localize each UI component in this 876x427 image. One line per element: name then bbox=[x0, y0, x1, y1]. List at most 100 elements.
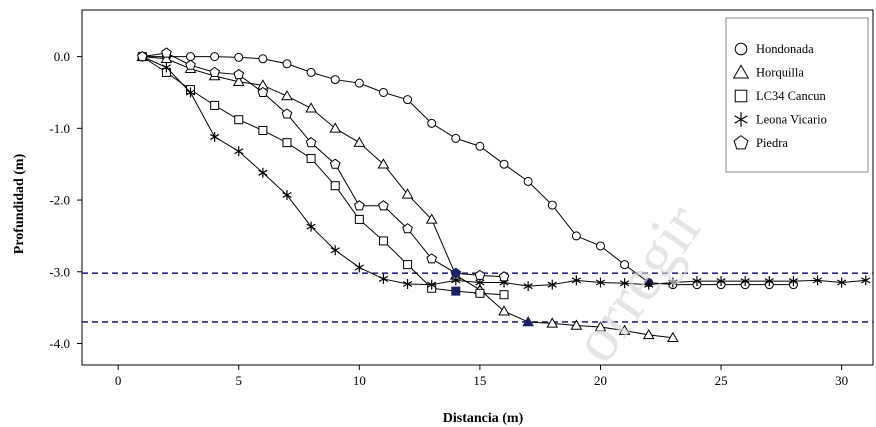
point-hondonada bbox=[306, 67, 316, 77]
star-stroke bbox=[812, 277, 823, 284]
point-leona-vicario bbox=[402, 278, 413, 289]
series-piedra bbox=[136, 47, 510, 282]
point-hondonada bbox=[620, 260, 630, 270]
point-lc34-cancun bbox=[306, 153, 316, 163]
point-piedra bbox=[498, 271, 510, 282]
y-axis-title: Profundidad (m) bbox=[12, 153, 27, 254]
point-hondonada bbox=[282, 59, 292, 69]
x-tick-label: 10 bbox=[353, 373, 366, 388]
legend-marker-lc34-cancun bbox=[734, 89, 748, 103]
point-piedra bbox=[474, 269, 486, 280]
series-layer bbox=[136, 47, 871, 342]
point-horquilla bbox=[570, 319, 583, 330]
point-piedra bbox=[402, 223, 413, 234]
star-stroke bbox=[764, 278, 774, 285]
point-lc34-cancun bbox=[234, 115, 244, 125]
star-stroke bbox=[716, 278, 726, 285]
point-hondonada bbox=[451, 133, 461, 143]
point-leona-vicario bbox=[740, 276, 750, 287]
point-leona-vicario bbox=[716, 276, 726, 287]
point-hondonada bbox=[354, 78, 364, 88]
point-leona-vicario bbox=[282, 190, 292, 201]
point-horquilla bbox=[498, 305, 510, 316]
point-lc34-cancun bbox=[475, 288, 485, 298]
point-lc34-cancun bbox=[403, 260, 413, 270]
series-leona-vicario bbox=[137, 51, 871, 292]
point-leona-vicario bbox=[378, 273, 389, 284]
y-tick-label: -1.0 bbox=[49, 121, 70, 136]
point-piedra bbox=[305, 137, 317, 148]
point-horquilla bbox=[642, 328, 655, 340]
series-lc34-cancun bbox=[137, 52, 509, 300]
point-hondonada bbox=[595, 241, 605, 251]
legend: Hondonada Horquilla LC34 Cancun Leona Vicar… bbox=[725, 17, 869, 173]
star-stroke bbox=[354, 264, 364, 271]
plot-frame bbox=[81, 9, 874, 366]
series-line-piedra bbox=[142, 52, 505, 278]
star-stroke bbox=[475, 279, 485, 286]
star-stroke bbox=[210, 133, 220, 140]
point-leona-vicario bbox=[788, 276, 799, 287]
legend-item-leona-vicario: Leona Vicario bbox=[734, 112, 827, 127]
point-leona-vicario bbox=[306, 221, 316, 232]
point-leona-vicario bbox=[427, 279, 437, 290]
point-leona-vicario bbox=[837, 277, 847, 288]
point-piedra bbox=[329, 158, 341, 169]
legend-label-hondonada: Hondonada bbox=[756, 42, 814, 56]
star-stroke bbox=[547, 281, 557, 288]
legend-marker-piedra bbox=[733, 135, 749, 150]
point-lc34-cancun bbox=[378, 236, 388, 246]
point-lc34-cancun bbox=[499, 290, 509, 300]
point-horquilla bbox=[425, 213, 438, 224]
y-tick-label: -4.0 bbox=[49, 336, 70, 351]
legend-box bbox=[725, 17, 869, 173]
point-hondonada bbox=[547, 200, 557, 210]
point-horquilla bbox=[666, 331, 679, 342]
point-piedra bbox=[353, 200, 365, 211]
star-stroke bbox=[644, 281, 654, 288]
x-tick-label: 15 bbox=[473, 373, 486, 388]
x-tick-label: 0 bbox=[115, 373, 122, 388]
point-leona-vicario bbox=[210, 131, 220, 142]
point-horquilla bbox=[618, 324, 631, 335]
point-horquilla bbox=[377, 158, 390, 169]
legend-marker-horquilla bbox=[732, 64, 750, 79]
point-hondonada bbox=[403, 95, 413, 105]
point-piedra bbox=[185, 59, 196, 70]
point-hondonada bbox=[186, 52, 196, 62]
legend-marker-hondonada bbox=[734, 42, 748, 56]
series-line-hondonada bbox=[142, 56, 794, 286]
star-stroke bbox=[378, 275, 389, 282]
star-stroke bbox=[837, 279, 847, 286]
point-horquilla bbox=[281, 90, 293, 101]
star-stroke bbox=[234, 148, 244, 155]
star-stroke bbox=[330, 247, 340, 254]
point-hondonada bbox=[475, 141, 485, 151]
x-axis-title: Distancia (m) bbox=[443, 411, 524, 426]
point-leona-vicario bbox=[644, 279, 654, 290]
point-horquilla bbox=[522, 315, 535, 327]
x-axis: 0 5 10 15 20 25 30 bbox=[115, 365, 848, 388]
x-tick-label: 5 bbox=[236, 373, 243, 388]
plot-border bbox=[81, 9, 874, 366]
point-horquilla bbox=[329, 122, 342, 133]
point-hondonada bbox=[499, 159, 509, 169]
point-leona-vicario bbox=[595, 277, 606, 288]
point-lc34-cancun bbox=[354, 214, 364, 224]
star-stroke bbox=[734, 115, 748, 124]
point-hondonada bbox=[258, 54, 268, 64]
point-leona-vicario bbox=[619, 278, 630, 289]
point-leona-vicario bbox=[812, 275, 823, 286]
point-horquilla bbox=[401, 188, 414, 199]
point-piedra bbox=[161, 47, 172, 58]
point-leona-vicario bbox=[692, 276, 702, 287]
point-hondonada bbox=[378, 87, 388, 97]
point-lc34-cancun bbox=[210, 100, 220, 110]
legend-label-piedra: Piedra bbox=[756, 136, 788, 150]
point-horquilla bbox=[353, 136, 366, 147]
point-horquilla bbox=[594, 320, 607, 332]
point-piedra bbox=[233, 68, 245, 80]
point-horquilla bbox=[305, 102, 317, 113]
point-leona-vicario bbox=[668, 277, 678, 288]
